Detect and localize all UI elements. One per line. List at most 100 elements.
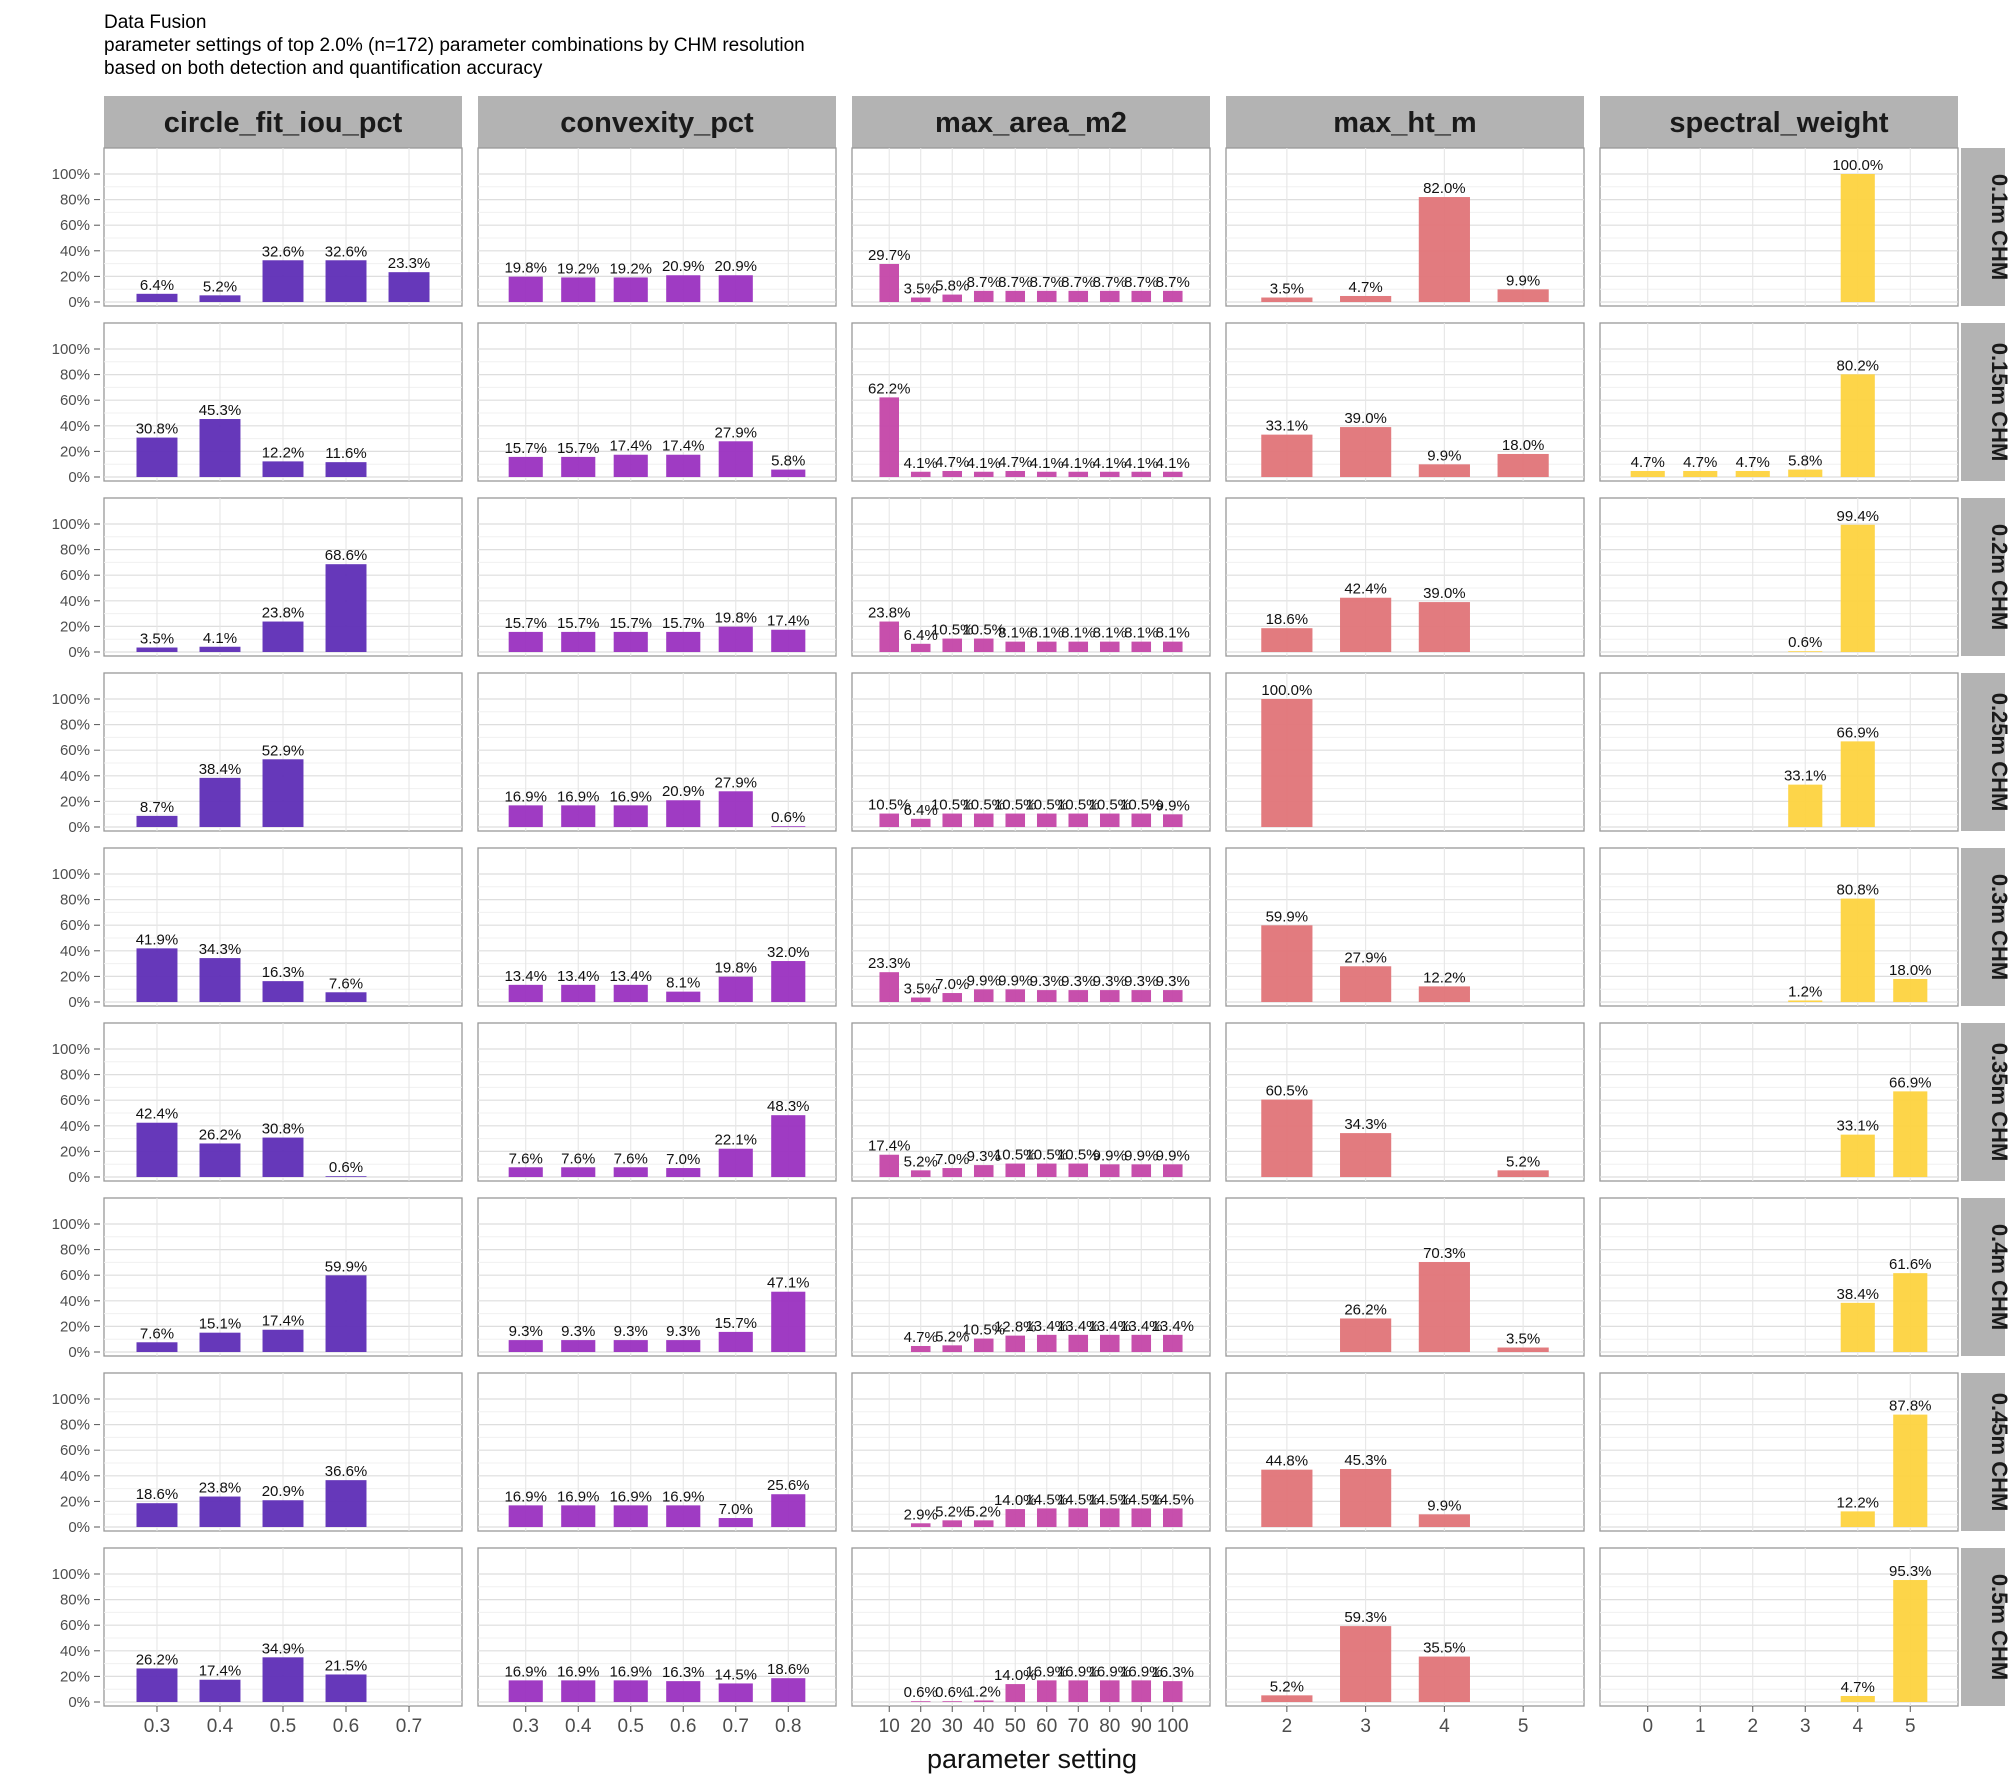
bar [508,631,543,652]
bar-value-label: 27.9% [714,424,757,441]
bar-value-label: 13.4% [609,968,652,985]
x-tick-label: 50 [1005,1716,1026,1737]
bar-value-label: 23.3% [868,955,911,972]
bar-value-label: 9.3% [614,1323,648,1340]
bar [1735,470,1770,477]
bar [1418,602,1470,652]
y-tick-label: 40% [60,1118,90,1135]
bar-value-label: 12.2% [262,444,305,461]
bar-value-label: 4.7% [1683,454,1717,471]
bar-value-label: 22.1% [714,1132,757,1149]
bar [942,813,963,827]
bar [1005,1335,1026,1352]
column-strip-label: spectral_weight [1669,107,1889,139]
bar [1036,290,1057,302]
bar [508,1680,543,1702]
bar [561,805,596,827]
bar [1068,813,1089,827]
chart-subtitle-line-1: parameter settings of top 2.0% (n=172) p… [104,35,805,56]
bar [613,277,648,302]
bar-value-label: 7.0% [666,1151,700,1168]
bar [136,293,178,302]
bar-value-label: 0.6% [935,1684,969,1701]
bar-value-label: 10.5% [1057,1147,1100,1164]
x-tick-label: 3 [1360,1716,1371,1737]
bar [879,813,899,827]
bar-value-label: 14.5% [714,1666,757,1683]
bar-value-label: 8.1% [666,975,700,992]
bar [910,297,931,302]
bar-value-label: 10.5% [1025,1147,1068,1164]
bar-value-label: 39.0% [1423,585,1466,602]
bar-value-label: 13.4% [557,968,600,985]
bar-value-label: 30.8% [262,1121,305,1138]
column-strip-label: max_ht_m [1333,107,1476,139]
bar-value-label: 3.5% [1270,281,1304,298]
y-tick-label: 100% [52,1216,90,1233]
bar [1036,1334,1057,1352]
bar [561,1340,596,1352]
y-tick-label: 80% [60,1067,90,1084]
bar-value-label: 16.3% [662,1664,705,1681]
bar-value-label: 80.2% [1836,357,1879,374]
bar [199,419,241,477]
bar [1340,966,1392,1002]
bar-value-label: 68.6% [325,547,368,564]
bar-value-label: 7.0% [719,1501,753,1518]
bar [508,1340,543,1352]
row-strip-label: 0.5m CHM [1987,1574,2012,1680]
bar [1261,1469,1313,1527]
bar [910,1523,931,1527]
bar [388,272,430,302]
bar-value-label: 15.7% [557,440,600,457]
bar-value-label: 13.4% [1057,1318,1100,1335]
bar [508,1167,543,1177]
bar [1261,1099,1313,1177]
y-tick-label: 100% [52,866,90,883]
bar [199,646,241,652]
x-tick-label: 4 [1439,1716,1450,1737]
bar [718,1148,753,1177]
bar [1840,898,1875,1002]
x-tick-label: 0.7 [723,1716,749,1737]
bar-value-label: 0.6% [1788,634,1822,651]
x-tick-label: 30 [942,1716,963,1737]
bar [942,1168,963,1177]
bar [910,818,931,827]
y-tick-label: 100% [52,1566,90,1583]
bar [1099,290,1120,302]
bar [508,456,543,477]
bar [910,997,931,1002]
bar-value-label: 4.1% [1156,455,1190,472]
bar-value-label: 59.9% [325,1258,368,1275]
bar [1163,290,1183,302]
column-strip [104,96,462,148]
x-tick-label: 0.6 [670,1716,696,1737]
bar-value-label: 14.5% [1120,1491,1163,1508]
bar-value-label: 33.1% [1784,768,1827,785]
bar [973,989,994,1002]
bar-value-label: 4.7% [904,1329,938,1346]
bar-value-label: 9.3% [967,1148,1001,1165]
bar [1005,290,1026,302]
bar-value-label: 10.5% [962,1322,1005,1339]
bar [879,1154,899,1177]
y-tick-label: 0% [68,1169,90,1186]
y-tick-label: 20% [60,1143,90,1160]
bar [973,290,994,302]
bar [1068,471,1089,477]
bar [1131,990,1152,1002]
bar-value-label: 23.8% [199,1480,242,1497]
y-tick-label: 0% [68,1694,90,1711]
bar-value-label: 10.5% [994,1147,1037,1164]
panel-frame [1599,672,1959,832]
bar [1068,290,1089,302]
bar-value-label: 13.4% [1088,1318,1131,1335]
bar-value-label: 12.8% [994,1319,1037,1336]
bar-value-label: 66.9% [1889,1074,1932,1091]
y-tick-label: 60% [60,742,90,759]
bar [910,1701,931,1702]
x-tick-label: 0.4 [207,1716,234,1737]
bar-value-label: 4.1% [1061,455,1095,472]
